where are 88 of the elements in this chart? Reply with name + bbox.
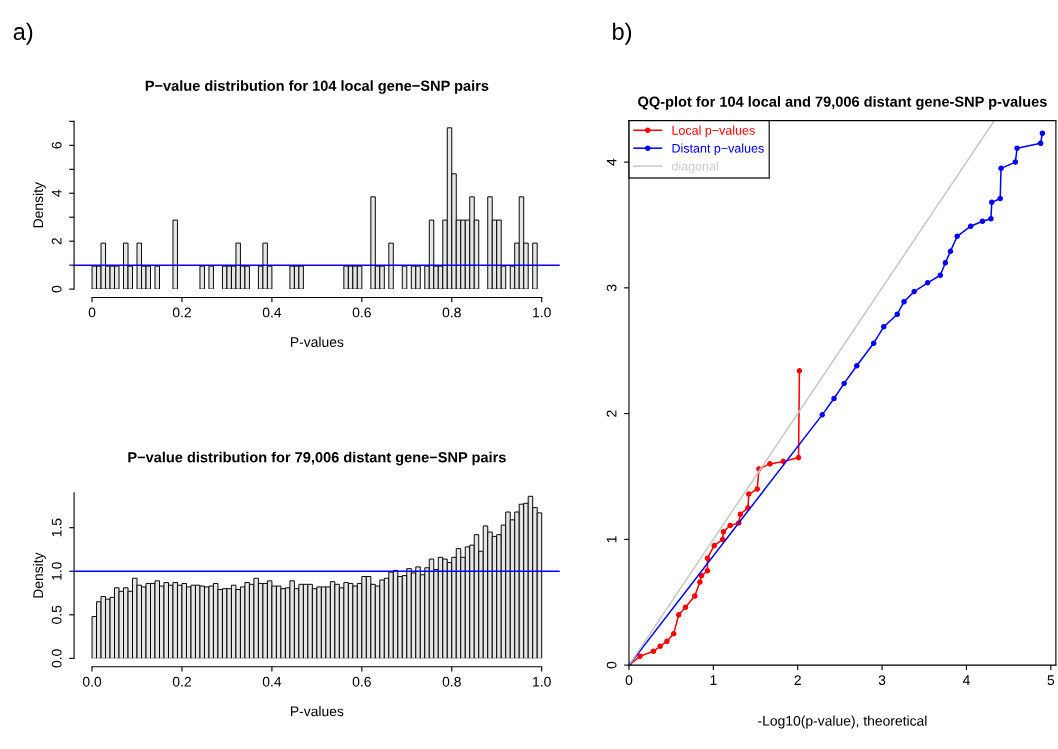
point (853, 363, 860, 369)
point (901, 298, 907, 305)
point (967, 223, 974, 230)
point (880, 324, 887, 330)
x-axis-title: P-values (290, 706, 344, 717)
chart-title: P−value distribution for 104 local gene−SNP pairs (145, 80, 489, 94)
x-tick-label: 0.8 (442, 676, 461, 687)
point (1037, 140, 1044, 147)
point (1039, 130, 1046, 136)
point (670, 630, 677, 637)
point (979, 218, 986, 224)
x-tick-label: 2 (794, 675, 801, 685)
point (997, 195, 1003, 202)
point (795, 454, 802, 461)
point (720, 529, 727, 535)
legend-label: Local p−values (672, 125, 755, 138)
point (831, 395, 837, 402)
y-axis-title: Density (32, 182, 46, 228)
y-tick-label: 1.5 (51, 518, 62, 537)
x-tick-label: 1.0 (533, 676, 551, 687)
y-tick-label: 2 (606, 410, 617, 417)
point (698, 573, 705, 579)
point (697, 579, 703, 585)
x-tick-label: 1 (710, 675, 717, 685)
point (796, 368, 803, 374)
y-tick-label: 1.0 (51, 562, 62, 580)
point (942, 259, 949, 266)
text: a) (13, 22, 33, 45)
point (767, 461, 773, 467)
point (682, 604, 689, 611)
point (988, 215, 994, 222)
point (664, 638, 670, 644)
x-tick-label: 0.2 (172, 307, 191, 318)
point (746, 491, 752, 497)
x-tick-label: 0.4 (262, 676, 282, 687)
y-tick-label: 2 (51, 238, 62, 245)
text: b) (613, 22, 632, 45)
legend-label: Distant p−values (672, 143, 764, 156)
x-tick-label: 0.4 (262, 307, 282, 318)
x-tick-label: 0 (88, 307, 96, 318)
x-tick-label: 1.0 (533, 307, 551, 318)
point (704, 555, 711, 561)
point (675, 612, 682, 618)
y-tick-label: 0 (51, 285, 62, 293)
x-tick-label: 0.6 (352, 307, 371, 318)
point (911, 288, 917, 295)
point (937, 272, 944, 279)
point (1012, 159, 1019, 165)
y-tick-label: 3 (606, 284, 617, 292)
point (870, 340, 877, 346)
y-tick-label: 6 (51, 142, 62, 149)
point (947, 248, 954, 255)
x-tick-label: 3 (878, 675, 886, 686)
point (894, 311, 901, 318)
x-tick-label: 0 (625, 675, 633, 686)
y-tick-label: 0 (606, 661, 617, 669)
x-tick-label: 0.2 (172, 676, 191, 687)
point (841, 380, 847, 387)
point (998, 165, 1004, 172)
x-tick-label: 5 (1047, 675, 1055, 686)
point (1014, 145, 1020, 152)
y-tick-label: 4 (51, 189, 62, 197)
point (737, 511, 744, 517)
point (650, 648, 657, 655)
point (819, 412, 825, 418)
point (924, 280, 931, 286)
y-tick-label: 4 (606, 158, 617, 166)
y-tick-label: 0.5 (51, 605, 62, 624)
point (692, 593, 698, 599)
point (754, 486, 760, 492)
point (954, 233, 960, 240)
x-axis-title: P-values (290, 336, 344, 347)
point (988, 199, 995, 206)
x-axis-title: -Log10(p-value), theoretical (758, 715, 927, 729)
chart-title: P−value distribution for 79,006 distant gene−SNP pairs (128, 451, 506, 466)
point (637, 653, 643, 660)
point (657, 643, 663, 650)
point (727, 522, 734, 529)
x-tick-label: 0.8 (442, 307, 461, 318)
chart-title: QQ-plot for 104 local and 79,006 distant gene-SNP p-values (638, 96, 1047, 110)
y-tick-label: 0.0 (51, 649, 62, 668)
x-tick-label: 0.6 (352, 676, 371, 687)
point (704, 568, 711, 574)
point (711, 542, 717, 549)
y-axis-title: Density (32, 552, 46, 598)
y-tick-label: 1 (606, 536, 617, 543)
x-tick-label: 0.0 (82, 676, 102, 687)
x-tick-label: 4 (962, 675, 970, 685)
